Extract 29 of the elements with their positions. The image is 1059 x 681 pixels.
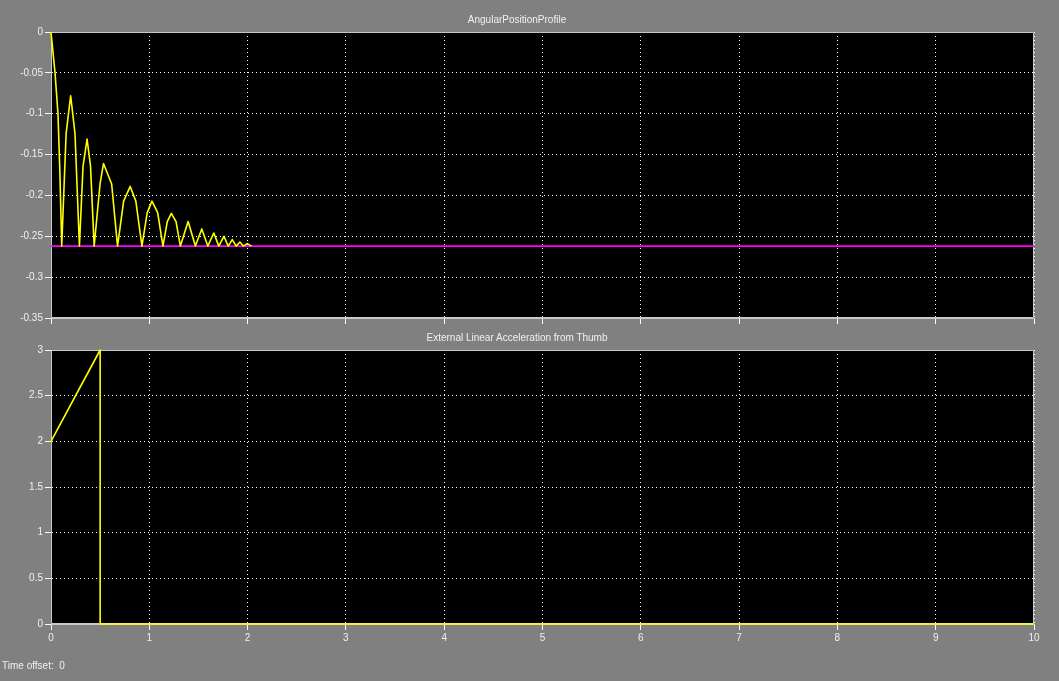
y-tick-label: -0.25 [20, 230, 44, 242]
x-tick-label: 1 [146, 631, 153, 643]
chart-title: AngularPositionProfile [467, 13, 567, 25]
y-tick-label: 1 [37, 526, 44, 538]
y-tick-label: -0.05 [20, 66, 44, 78]
x-tick-label: 9 [932, 631, 939, 643]
x-tick-label: 3 [343, 631, 350, 643]
text: Time offset: 0 [2, 660, 65, 671]
y-tick-label: 0 [37, 617, 44, 629]
x-tick-label: 5 [539, 631, 546, 643]
x-tick-label: 8 [834, 631, 841, 643]
x-tick-label: 4 [441, 631, 448, 643]
y-tick-label: -0.3 [25, 270, 44, 282]
y-tick-label: -0.2 [25, 189, 44, 201]
x-tick-label: 7 [736, 631, 743, 643]
x-tick-label: 6 [638, 631, 645, 643]
y-tick-label: 1.5 [29, 480, 44, 492]
y-tick-label: 2 [37, 435, 44, 447]
y-tick-label: -0.15 [20, 148, 44, 160]
y-tick-label: 2.5 [29, 389, 44, 401]
y-tick-label: 0.5 [29, 572, 44, 584]
y-tick-label: 0 [37, 25, 44, 37]
chart-title: External Linear Acceleration from Thumb [426, 331, 608, 343]
y-tick-label: -0.35 [20, 311, 44, 323]
x-tick-label: 2 [244, 631, 251, 643]
x-tick-label: 0 [48, 631, 55, 643]
x-tick-label: 10 [1028, 631, 1040, 643]
y-tick-label: 3 [37, 343, 44, 355]
y-tick-label: -0.1 [25, 107, 44, 119]
